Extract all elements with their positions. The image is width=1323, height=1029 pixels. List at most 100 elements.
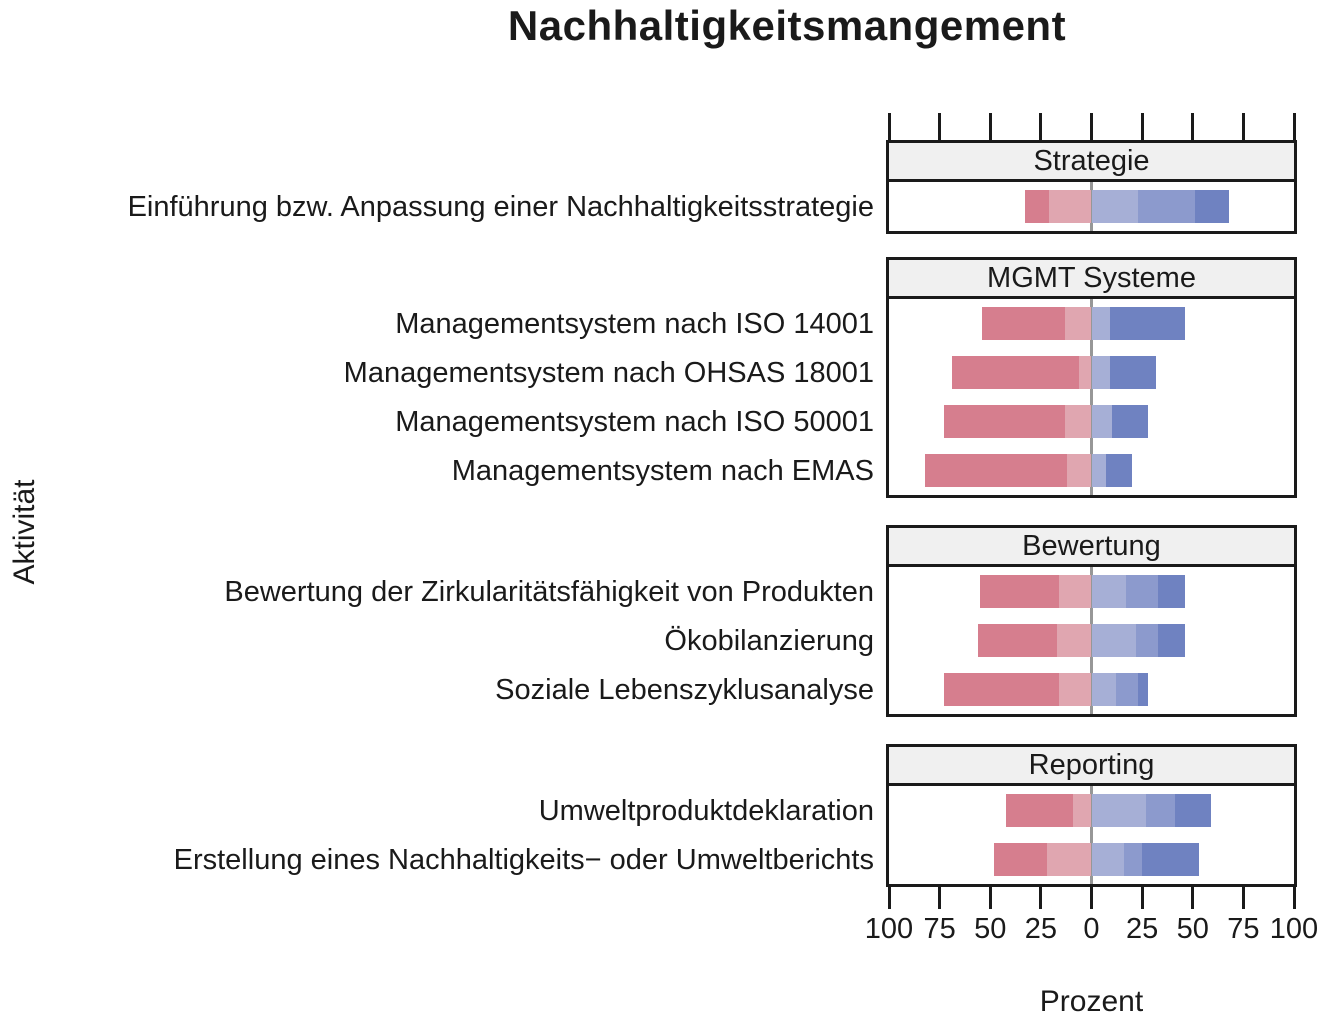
- bar-segment-neg2: [943, 405, 1066, 438]
- top-axis-tick: [1039, 113, 1043, 140]
- bar-segment-pos2: [1115, 673, 1139, 706]
- row-label: Soziale Lebenszyklusanalyse: [495, 673, 874, 706]
- panel-plot: [889, 567, 1294, 714]
- bar-segment-neg2: [978, 624, 1058, 657]
- panel-strategie: Strategie: [886, 140, 1297, 234]
- bar-segment-neg1: [1057, 624, 1092, 657]
- panel-plot: [889, 299, 1294, 495]
- bar-segment-neg1: [1079, 356, 1092, 389]
- top-axis-tick: [1191, 113, 1195, 140]
- zero-reference-line: [1090, 786, 1093, 884]
- bar-segment-pos1: [1091, 673, 1116, 706]
- panel-header: MGMT Systeme: [889, 260, 1294, 299]
- bar-segment-pos3: [1105, 454, 1132, 487]
- x-axis-tick: [1140, 887, 1144, 909]
- bar-segment-neg1: [1059, 575, 1092, 608]
- row-label: Umweltproduktdeklaration: [538, 794, 874, 827]
- x-tick-label: 25: [1024, 913, 1057, 945]
- row-label: Ökobilanzierung: [664, 624, 874, 657]
- x-axis-tick: [1039, 887, 1043, 909]
- bar-segment-pos3: [1109, 356, 1157, 389]
- row-label: Managementsystem nach EMAS: [451, 454, 874, 487]
- top-axis-tick: [1241, 113, 1245, 140]
- bar-segment-pos3: [1109, 307, 1185, 340]
- top-axis-tick: [988, 113, 992, 140]
- bar-segment-pos2: [1125, 575, 1159, 608]
- bar-segment-pos1: [1091, 190, 1139, 223]
- bar-segment-pos3: [1174, 794, 1211, 827]
- x-tick-label: 100: [864, 913, 914, 945]
- bar-segment-pos3: [1158, 575, 1185, 608]
- x-tick-label: 25: [1125, 913, 1159, 945]
- top-axis-tick: [1140, 113, 1144, 140]
- x-tick-label: 100: [1269, 913, 1319, 945]
- bar-segment-neg2: [951, 356, 1080, 389]
- bar-segment-pos2: [1146, 794, 1175, 827]
- x-axis-tick: [988, 887, 992, 909]
- x-axis-tick: [1191, 887, 1195, 909]
- bar-segment-pos3: [1138, 673, 1149, 706]
- bar-segment-neg1: [1059, 673, 1092, 706]
- row-label: Erstellung eines Nachhaltigkeits− oder U…: [173, 843, 874, 876]
- bar-segment-neg2: [1006, 794, 1074, 827]
- bar-segment-pos1: [1091, 843, 1124, 876]
- bar-segment-pos3: [1194, 190, 1230, 223]
- bar-segment-neg1: [1073, 794, 1092, 827]
- row-label: Einführung bzw. Anpassung einer Nachhalt…: [127, 190, 874, 223]
- bar-segment-pos1: [1091, 405, 1112, 438]
- bar-segment-neg2: [994, 843, 1047, 876]
- bar-segment-neg2: [1024, 190, 1049, 223]
- x-tick-label: 0: [1083, 913, 1100, 945]
- panel-header: Reporting: [889, 747, 1294, 786]
- top-axis-tick: [938, 113, 942, 140]
- x-axis-tick: [887, 887, 891, 909]
- bar-segment-pos2: [1138, 190, 1195, 223]
- bar-segment-neg1: [1046, 843, 1092, 876]
- bar-segment-pos3: [1142, 843, 1199, 876]
- x-tick-label: 75: [1227, 913, 1260, 945]
- row-label: Managementsystem nach ISO 14001: [395, 307, 874, 340]
- row-label: Managementsystem nach ISO 50001: [395, 405, 874, 438]
- bar-segment-neg2: [925, 454, 1068, 487]
- x-tick-label: 50: [974, 913, 1007, 945]
- x-axis-tick: [1292, 887, 1296, 909]
- top-axis-tick: [1090, 113, 1093, 140]
- bar-segment-pos1: [1091, 575, 1126, 608]
- row-label: Bewertung der Zirkularitätsfähigkeit von…: [224, 575, 874, 608]
- bar-segment-pos1: [1091, 794, 1147, 827]
- panel-header: Strategie: [889, 143, 1294, 182]
- bar-segment-neg1: [1065, 405, 1092, 438]
- top-axis-tick: [887, 113, 891, 140]
- bar-segment-neg1: [1065, 307, 1092, 340]
- x-axis-label: Prozent: [1039, 985, 1144, 1018]
- panel-plot: [889, 786, 1294, 884]
- bar-segment-pos1: [1091, 356, 1110, 389]
- bar-segment-pos1: [1091, 307, 1110, 340]
- bar-segment-neg2: [982, 307, 1066, 340]
- panel-bewertung: Bewertung: [886, 525, 1297, 717]
- bar-segment-pos1: [1091, 624, 1137, 657]
- top-axis-tick: [1292, 113, 1296, 140]
- panel-reporting: Reporting: [886, 744, 1297, 887]
- panel-mgmt-systeme: MGMT Systeme: [886, 257, 1297, 498]
- bar-segment-neg1: [1067, 454, 1092, 487]
- bar-segment-pos3: [1158, 624, 1185, 657]
- bar-segment-neg1: [1048, 190, 1092, 223]
- bar-segment-pos3: [1111, 405, 1149, 438]
- zero-reference-line: [1090, 299, 1093, 495]
- bar-segment-pos2: [1123, 843, 1143, 876]
- bar-segment-pos1: [1091, 454, 1106, 487]
- row-label: Managementsystem nach OHSAS 18001: [343, 356, 874, 389]
- x-axis-tick: [938, 887, 942, 909]
- bar-segment-pos2: [1136, 624, 1159, 657]
- x-axis-tick: [1241, 887, 1245, 909]
- panel-plot: [889, 182, 1294, 231]
- x-tick-label: 75: [923, 913, 956, 945]
- bar-segment-neg2: [943, 673, 1060, 706]
- x-axis-tick: [1090, 887, 1093, 909]
- chart-title: Nachhaltigkeitsmangement: [507, 2, 1067, 49]
- bar-segment-neg2: [980, 575, 1060, 608]
- x-tick-label: 50: [1176, 913, 1209, 945]
- panel-header: Bewertung: [889, 528, 1294, 567]
